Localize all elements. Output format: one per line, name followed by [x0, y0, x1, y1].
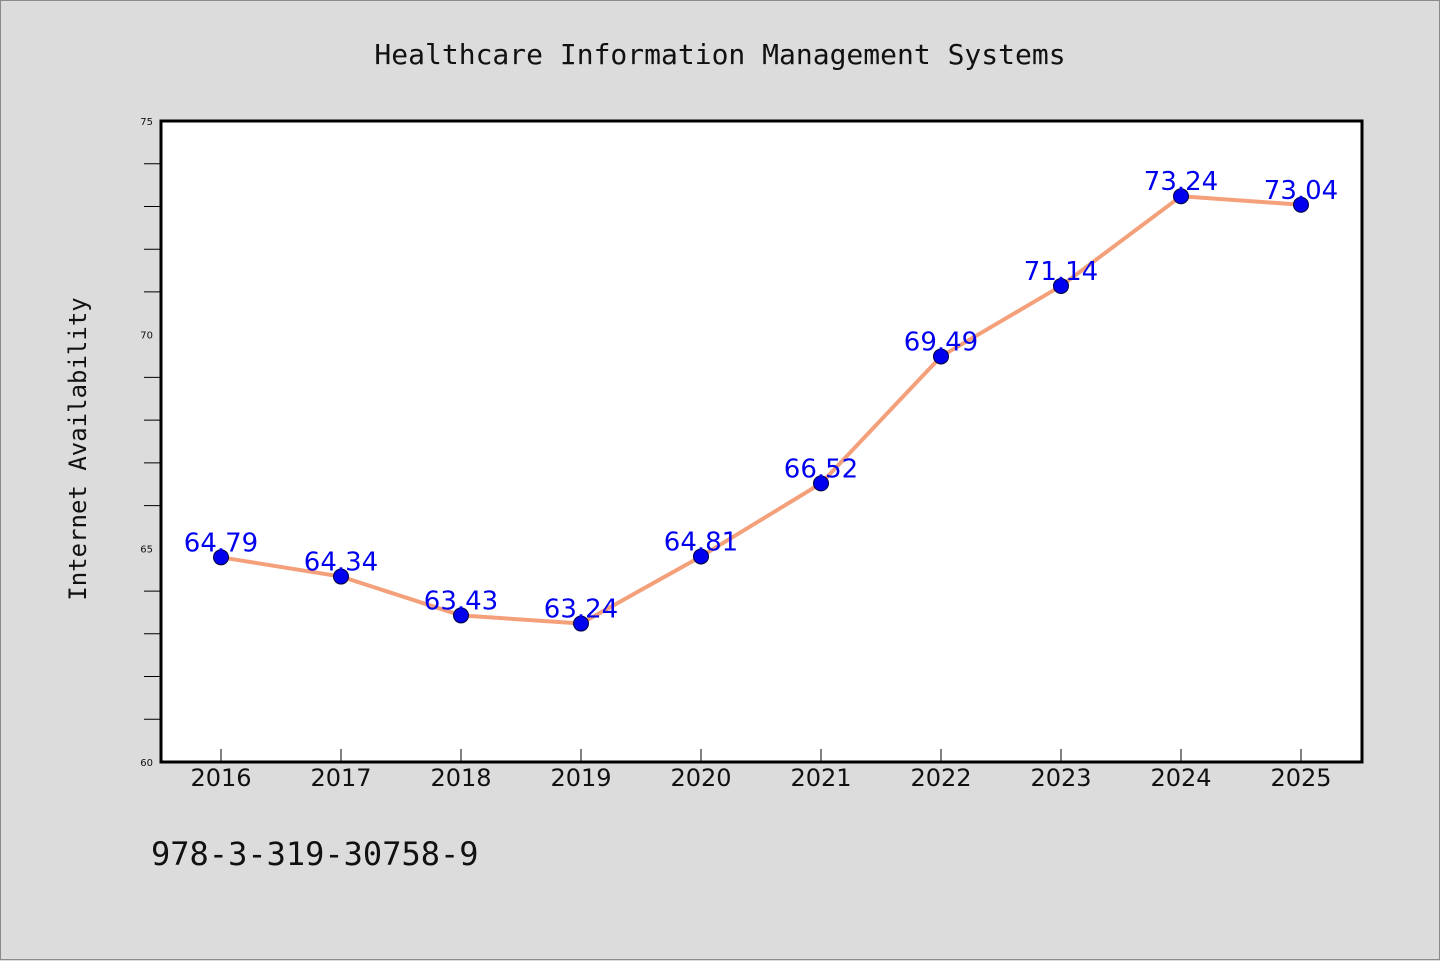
data-point	[1173, 188, 1189, 205]
data-label: 73.04	[1264, 176, 1338, 206]
data-label: 64.79	[184, 528, 258, 558]
series-line	[219, 194, 1303, 626]
x-tick-label: 2024	[1150, 764, 1211, 792]
x-tick-label: 2019	[550, 764, 611, 792]
data-point	[1293, 196, 1309, 213]
data-point	[573, 615, 589, 632]
data-labels: 64.79 64.34 63.43 63.24 64.81 66.52 69.49 71.14…	[184, 167, 1338, 624]
chart-title: Healthcare Information Management System…	[374, 38, 1065, 71]
plot-area	[159, 119, 1364, 764]
y-tick-label: 60	[140, 758, 153, 769]
x-tick-label: 2025	[1270, 764, 1331, 792]
data-point	[933, 348, 949, 365]
y-tick-label: 75	[140, 117, 153, 128]
data-point	[813, 475, 829, 492]
footnote-isbn: 978-3-319-30758-9	[151, 835, 479, 873]
data-label: 64.34	[304, 548, 378, 578]
series-line-path	[219, 194, 1303, 626]
y-tick-label: 65	[140, 544, 153, 555]
y-axis: 60 65 70 75	[140, 117, 161, 769]
data-point	[213, 549, 229, 566]
data-label: 69.49	[904, 327, 978, 357]
data-point	[453, 607, 469, 624]
y-tick-label: 70	[140, 331, 153, 342]
data-point	[333, 568, 349, 585]
x-tick-label: 2021	[790, 764, 851, 792]
data-label: 64.81	[664, 527, 738, 557]
data-label: 71.14	[1024, 257, 1098, 287]
data-label: 63.24	[544, 595, 618, 625]
data-point	[693, 548, 709, 565]
data-label: 63.43	[424, 586, 498, 616]
x-tick-label: 2023	[1030, 764, 1091, 792]
x-tick-label: 2020	[670, 764, 731, 792]
data-label: 66.52	[784, 454, 858, 484]
x-tick-label: 2022	[910, 764, 971, 792]
data-points	[213, 188, 1309, 632]
x-tick-label: 2017	[310, 764, 371, 792]
y-axis-label: Internet Availability	[64, 297, 92, 600]
x-tick-label: 2018	[430, 764, 491, 792]
x-tick-label: 2016	[190, 764, 251, 792]
data-label: 73.24	[1144, 167, 1218, 197]
data-point	[1053, 277, 1069, 294]
x-axis: 2016 2017 2018 2019 2020 2021 2022 2023 2024 2025	[190, 749, 1332, 792]
